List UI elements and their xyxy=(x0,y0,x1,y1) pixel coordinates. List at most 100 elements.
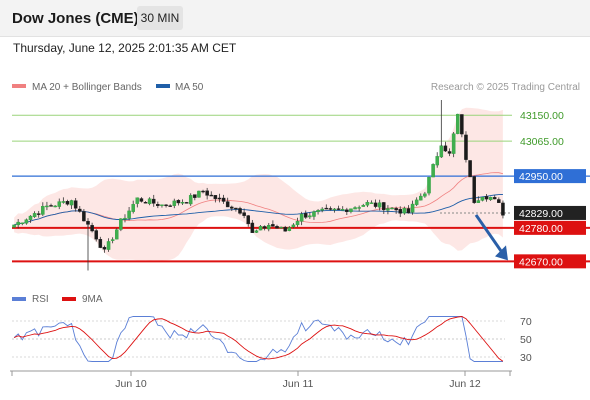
candle xyxy=(361,203,366,207)
candle xyxy=(45,201,49,211)
level-label-42670.00: 42670.00 xyxy=(519,256,563,268)
rsi-line xyxy=(13,316,503,362)
candle xyxy=(36,210,41,218)
candle xyxy=(123,214,127,223)
level-labels: 43150.00 43065.00 42950.00 42829.00 42780.00… xyxy=(514,110,586,269)
candle xyxy=(402,206,407,215)
x-tick-label: Jun 11 xyxy=(283,378,314,390)
candle xyxy=(419,193,423,201)
moving-averages xyxy=(13,172,503,226)
rsi-ma-legend-swatch xyxy=(62,297,76,301)
candle xyxy=(488,196,493,201)
candle xyxy=(451,131,456,158)
candle xyxy=(373,199,378,209)
candle xyxy=(328,206,333,211)
candle xyxy=(221,194,226,204)
candle xyxy=(188,193,193,206)
candle xyxy=(53,205,57,208)
candle xyxy=(230,205,234,212)
candle xyxy=(398,206,402,218)
candle xyxy=(98,236,103,249)
candle xyxy=(135,197,140,208)
candle xyxy=(279,226,283,229)
level-label-43150.00: 43150.00 xyxy=(520,110,564,122)
candle xyxy=(406,205,411,214)
timestamp: Thursday, June 12, 2025 2:01:35 AM CET xyxy=(13,41,237,55)
bollinger-band-area xyxy=(14,107,503,261)
candle xyxy=(119,218,123,232)
candle xyxy=(184,201,189,204)
candle xyxy=(147,197,152,206)
x-tick-label: Jun 10 xyxy=(115,378,147,390)
forecast-arrow-shaft xyxy=(474,214,504,254)
bollinger-bands xyxy=(14,107,503,261)
candle xyxy=(49,203,53,207)
candle xyxy=(271,220,275,227)
candle xyxy=(168,204,172,207)
candle xyxy=(480,196,485,202)
candle xyxy=(65,199,70,206)
candle xyxy=(340,206,345,211)
candle xyxy=(78,206,82,213)
candle xyxy=(316,209,320,215)
candle xyxy=(365,200,370,208)
rsi-tick-label: 30 xyxy=(520,352,532,364)
candle xyxy=(369,200,374,204)
level-label-42780.00: 42780.00 xyxy=(519,223,563,235)
ma50-legend-swatch xyxy=(156,84,170,88)
candle xyxy=(320,207,324,213)
candle xyxy=(312,210,316,220)
level-tag-42829.00 xyxy=(514,205,586,220)
candle xyxy=(476,196,481,203)
candle xyxy=(303,210,308,219)
candle xyxy=(131,200,135,214)
candle xyxy=(24,218,29,225)
candle xyxy=(492,195,497,200)
level-tag-42780.00 xyxy=(514,220,586,235)
candle xyxy=(90,222,94,233)
candle xyxy=(156,201,160,209)
candle xyxy=(275,224,279,229)
candle xyxy=(497,197,501,203)
interval-button[interactable]: 30 MIN xyxy=(137,6,183,30)
candle xyxy=(254,229,259,234)
candle xyxy=(439,144,444,159)
header-bar: Dow Jones (CME) 30 MIN xyxy=(0,0,590,37)
candle xyxy=(180,199,185,206)
candle xyxy=(377,199,382,211)
instrument-title: Dow Jones (CME) xyxy=(12,10,139,27)
candle xyxy=(295,217,300,227)
candle xyxy=(435,152,439,168)
rsi-ma-line xyxy=(13,316,504,362)
candle xyxy=(69,199,74,209)
rsi-legend-swatch xyxy=(12,297,26,301)
candle xyxy=(460,114,464,138)
candle xyxy=(115,228,119,240)
rsi-tick-label: 50 xyxy=(520,334,532,346)
candle xyxy=(225,197,230,208)
candle xyxy=(41,202,45,217)
candle xyxy=(427,176,431,196)
candle xyxy=(353,206,357,210)
ma50-line xyxy=(13,194,503,226)
candle xyxy=(12,224,16,228)
candle xyxy=(102,245,107,253)
ma50-legend-label: MA 50 xyxy=(175,82,204,93)
candle xyxy=(386,205,390,215)
candle xyxy=(197,190,201,198)
rsi-legend-label: RSI xyxy=(32,294,49,305)
candle xyxy=(308,212,312,219)
candle xyxy=(16,219,20,229)
candle xyxy=(345,207,349,215)
candle xyxy=(209,191,214,197)
x-axis: Jun 10 Jun 11 Jun 12 xyxy=(11,371,511,390)
candle xyxy=(32,211,37,218)
candle xyxy=(242,208,246,219)
candle xyxy=(193,194,197,201)
candle xyxy=(234,207,238,212)
candle xyxy=(283,225,287,232)
candle xyxy=(287,226,292,232)
bollinger-legend-swatch xyxy=(12,84,26,88)
candle xyxy=(262,225,267,231)
